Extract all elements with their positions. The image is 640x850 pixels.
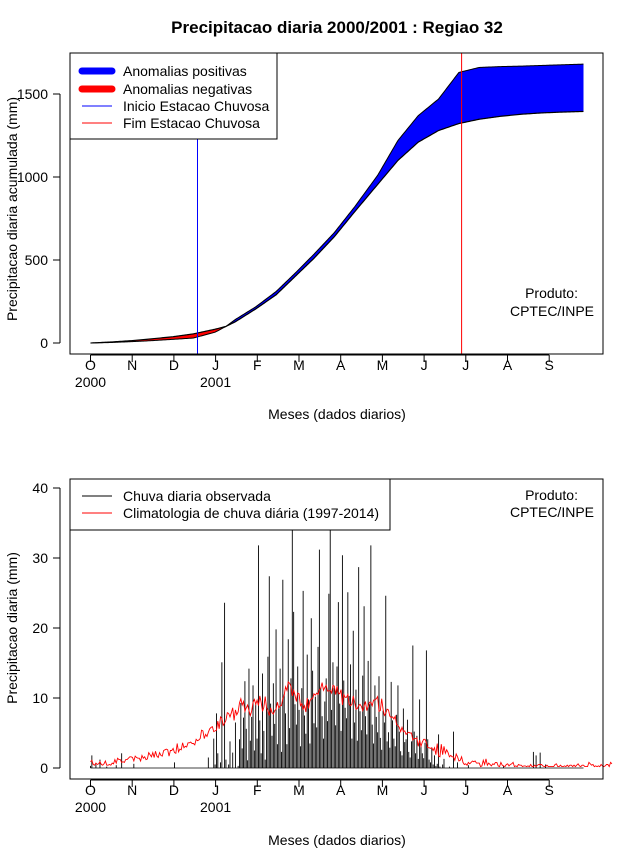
x-tick-label: J xyxy=(212,782,219,798)
y-tick-label: 500 xyxy=(25,252,49,268)
climatology-accumulated-line xyxy=(90,110,584,344)
y-tick-label: 0 xyxy=(40,335,48,351)
x-tick-label: J xyxy=(421,357,428,373)
year-label: 2001 xyxy=(200,799,231,815)
x-tick-label: F xyxy=(253,782,262,798)
product-label-top: Produto: xyxy=(525,285,578,301)
x-tick-label: N xyxy=(127,782,137,798)
x-tick-label: N xyxy=(127,357,137,373)
daily-legend: Chuva diaria observada Climatologia de c… xyxy=(69,478,391,531)
daily-y-label: Precipitacao diaria (mm) xyxy=(4,552,20,704)
daily-x-axis: O N D J F M A M J J A S 2000 2001 xyxy=(75,779,554,815)
legend-label-climatology: Climatologia de chuva diária (1997-2014) xyxy=(123,505,379,521)
year-label: 2000 xyxy=(75,374,106,390)
x-tick-label: J xyxy=(421,782,428,798)
year-label: 2001 xyxy=(200,374,231,390)
legend-label-observed: Chuva diaria observada xyxy=(123,488,271,504)
accumulated-legend-box xyxy=(69,52,278,140)
year-label: 2000 xyxy=(75,799,106,815)
daily-y-axis: 0 10 20 30 40 xyxy=(32,480,61,776)
daily-x-label: Meses (dados diarios) xyxy=(268,832,406,848)
x-tick-label: A xyxy=(503,357,513,373)
x-tick-label: A xyxy=(503,782,513,798)
y-tick-label: 30 xyxy=(32,550,48,566)
x-tick-label: J xyxy=(462,357,469,373)
y-tick-label: 20 xyxy=(32,620,48,636)
x-tick-label: S xyxy=(545,357,554,373)
y-tick-label: 1000 xyxy=(17,169,48,185)
product-label-bottom: Produto: xyxy=(525,487,578,503)
negative-anomaly-area xyxy=(91,326,226,343)
legend-label-start: Inicio Estacao Chuvosa xyxy=(123,98,270,114)
x-tick-label: M xyxy=(293,782,305,798)
x-tick-label: M xyxy=(293,357,305,373)
daily-panel: 0 10 20 30 40 O N D J F M A M J J A S 2000 2001 Meses (da… xyxy=(4,478,613,848)
anomaly-area-layer xyxy=(90,63,584,344)
x-tick-label: O xyxy=(85,357,96,373)
product-source-top: CPTEC/INPE xyxy=(510,303,594,319)
x-tick-label: F xyxy=(253,357,262,373)
x-tick-label: D xyxy=(169,357,179,373)
y-tick-label: 40 xyxy=(32,480,48,496)
x-tick-label: A xyxy=(336,782,346,798)
climatology-daily-line xyxy=(90,680,613,768)
accumulated-x-label: Meses (dados diarios) xyxy=(268,406,406,422)
accumulated-legend: Anomalias positivas Anomalias negativas … xyxy=(69,52,278,140)
observed-rain-layer xyxy=(90,524,584,769)
x-tick-label: J xyxy=(212,357,219,373)
legend-label-negative: Anomalias negativas xyxy=(123,81,252,97)
daily-legend-box xyxy=(69,478,391,531)
x-tick-label: S xyxy=(545,782,554,798)
accumulated-x-axis: O N D J F M A M J J A S 2000 2001 xyxy=(75,354,554,390)
legend-label-end: Fim Estacao Chuvosa xyxy=(123,115,260,131)
accumulated-panel: 0 500 1000 1500 O N D J F M A M J J A S 2000 2001 Meses … xyxy=(4,52,604,422)
figure-title: Precipitacao diaria 2000/2001 : Regiao 3… xyxy=(171,18,503,37)
x-tick-label: O xyxy=(85,782,96,798)
x-tick-label: M xyxy=(377,357,389,373)
accumulated-y-axis: 0 500 1000 1500 xyxy=(17,86,61,351)
accumulated-plot-frame xyxy=(69,52,604,355)
positive-anomaly-area xyxy=(225,64,584,327)
observed-accumulated-line xyxy=(90,63,584,344)
y-tick-label: 1500 xyxy=(17,86,48,102)
x-tick-label: J xyxy=(462,782,469,798)
product-source-bottom: CPTEC/INPE xyxy=(510,504,594,520)
legend-label-positive: Anomalias positivas xyxy=(123,63,247,79)
x-tick-label: A xyxy=(336,357,346,373)
y-tick-label: 10 xyxy=(32,690,48,706)
x-tick-label: M xyxy=(377,782,389,798)
climatology-layer xyxy=(90,680,613,768)
y-tick-label: 0 xyxy=(40,760,48,776)
accumulated-y-label: Precipitacao diaria acumulada (mm) xyxy=(4,97,20,321)
x-tick-label: D xyxy=(169,782,179,798)
